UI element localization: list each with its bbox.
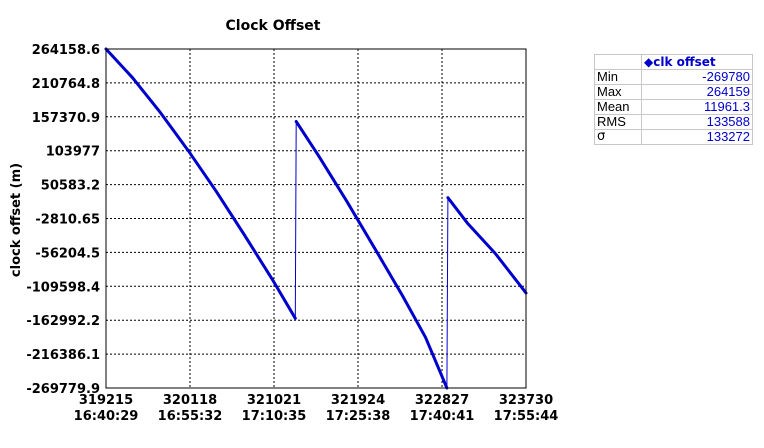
stat-label: Min <box>594 69 642 85</box>
x-tick-time-label: 17:25:38 <box>326 409 391 424</box>
y-tick-label: 264158.6 <box>32 43 100 58</box>
stat-value: 11961.3 <box>641 99 753 115</box>
x-tick-label: 319215 <box>79 393 133 408</box>
y-tick-label: 103977 <box>46 145 100 160</box>
x-tick-label: 320118 <box>163 393 217 408</box>
series-jump-line <box>294 121 297 319</box>
y-tick-label: 50583.2 <box>41 179 100 194</box>
stat-label: Max <box>594 84 642 100</box>
x-tick-time-label: 16:55:32 <box>158 409 223 424</box>
x-tick-label: 323730 <box>499 393 553 408</box>
legend-series-entry: ◆clk offset <box>641 54 753 70</box>
y-axis-label: clock offset (m) <box>9 163 24 277</box>
stat-label: Mean <box>594 99 642 115</box>
legend-row-mean: Mean 11961.3 <box>594 99 753 115</box>
y-tick-label: -56204.5 <box>35 246 100 261</box>
series-layer <box>104 47 528 390</box>
x-tick-time-label: 16:40:29 <box>74 409 139 424</box>
legend-stats-table: ◆clk offset Min -269780 Max 264159 Mean … <box>594 54 753 145</box>
legend-row-rms: RMS 133588 <box>594 114 753 130</box>
x-tick-label: 322827 <box>415 393 469 408</box>
chart-title: Clock Offset <box>226 18 321 34</box>
series-line <box>294 120 449 390</box>
stat-value: 264159 <box>641 84 753 100</box>
series-line <box>446 196 528 295</box>
grid-layer <box>106 49 526 388</box>
legend-series-label: clk offset <box>653 55 716 69</box>
y-tick-label: -2810.65 <box>35 213 100 228</box>
legend-row-min: Min -269780 <box>594 69 753 85</box>
y-tick-label: -269779.9 <box>26 382 100 397</box>
stat-value: -269780 <box>641 69 753 85</box>
x-tick-label: 321924 <box>331 393 385 408</box>
legend-row-max: Max 264159 <box>594 84 753 100</box>
y-tick-label: 157370.9 <box>32 111 100 126</box>
stat-value: 133588 <box>641 114 753 130</box>
x-tick-time-label: 17:10:35 <box>242 409 307 424</box>
stat-label: σ <box>594 129 642 145</box>
y-tick-labels: 264158.6 210764.8 157370.9 103977 50583.2 -28… <box>26 43 100 397</box>
stat-label: RMS <box>594 114 642 130</box>
plot-frame <box>105 48 527 389</box>
legend-header-row: ◆clk offset <box>594 54 753 70</box>
legend-header-empty <box>594 54 642 70</box>
legend-marker-icon: ◆ <box>644 55 654 69</box>
series-line <box>104 47 297 320</box>
stat-value: 133272 <box>641 129 753 145</box>
y-tick-label: -109598.4 <box>26 280 100 295</box>
series-jump-line <box>446 197 449 389</box>
x-tick-label: 321021 <box>247 393 301 408</box>
x-tick-time-label: 17:55:44 <box>494 409 559 424</box>
legend-row-sigma: σ 133272 <box>594 129 753 145</box>
x-tick-time-label: 17:40:41 <box>410 409 475 424</box>
y-tick-label: -216386.1 <box>26 348 100 363</box>
y-tick-label: 210764.8 <box>32 77 100 92</box>
y-tick-label: -162992.2 <box>26 314 100 329</box>
